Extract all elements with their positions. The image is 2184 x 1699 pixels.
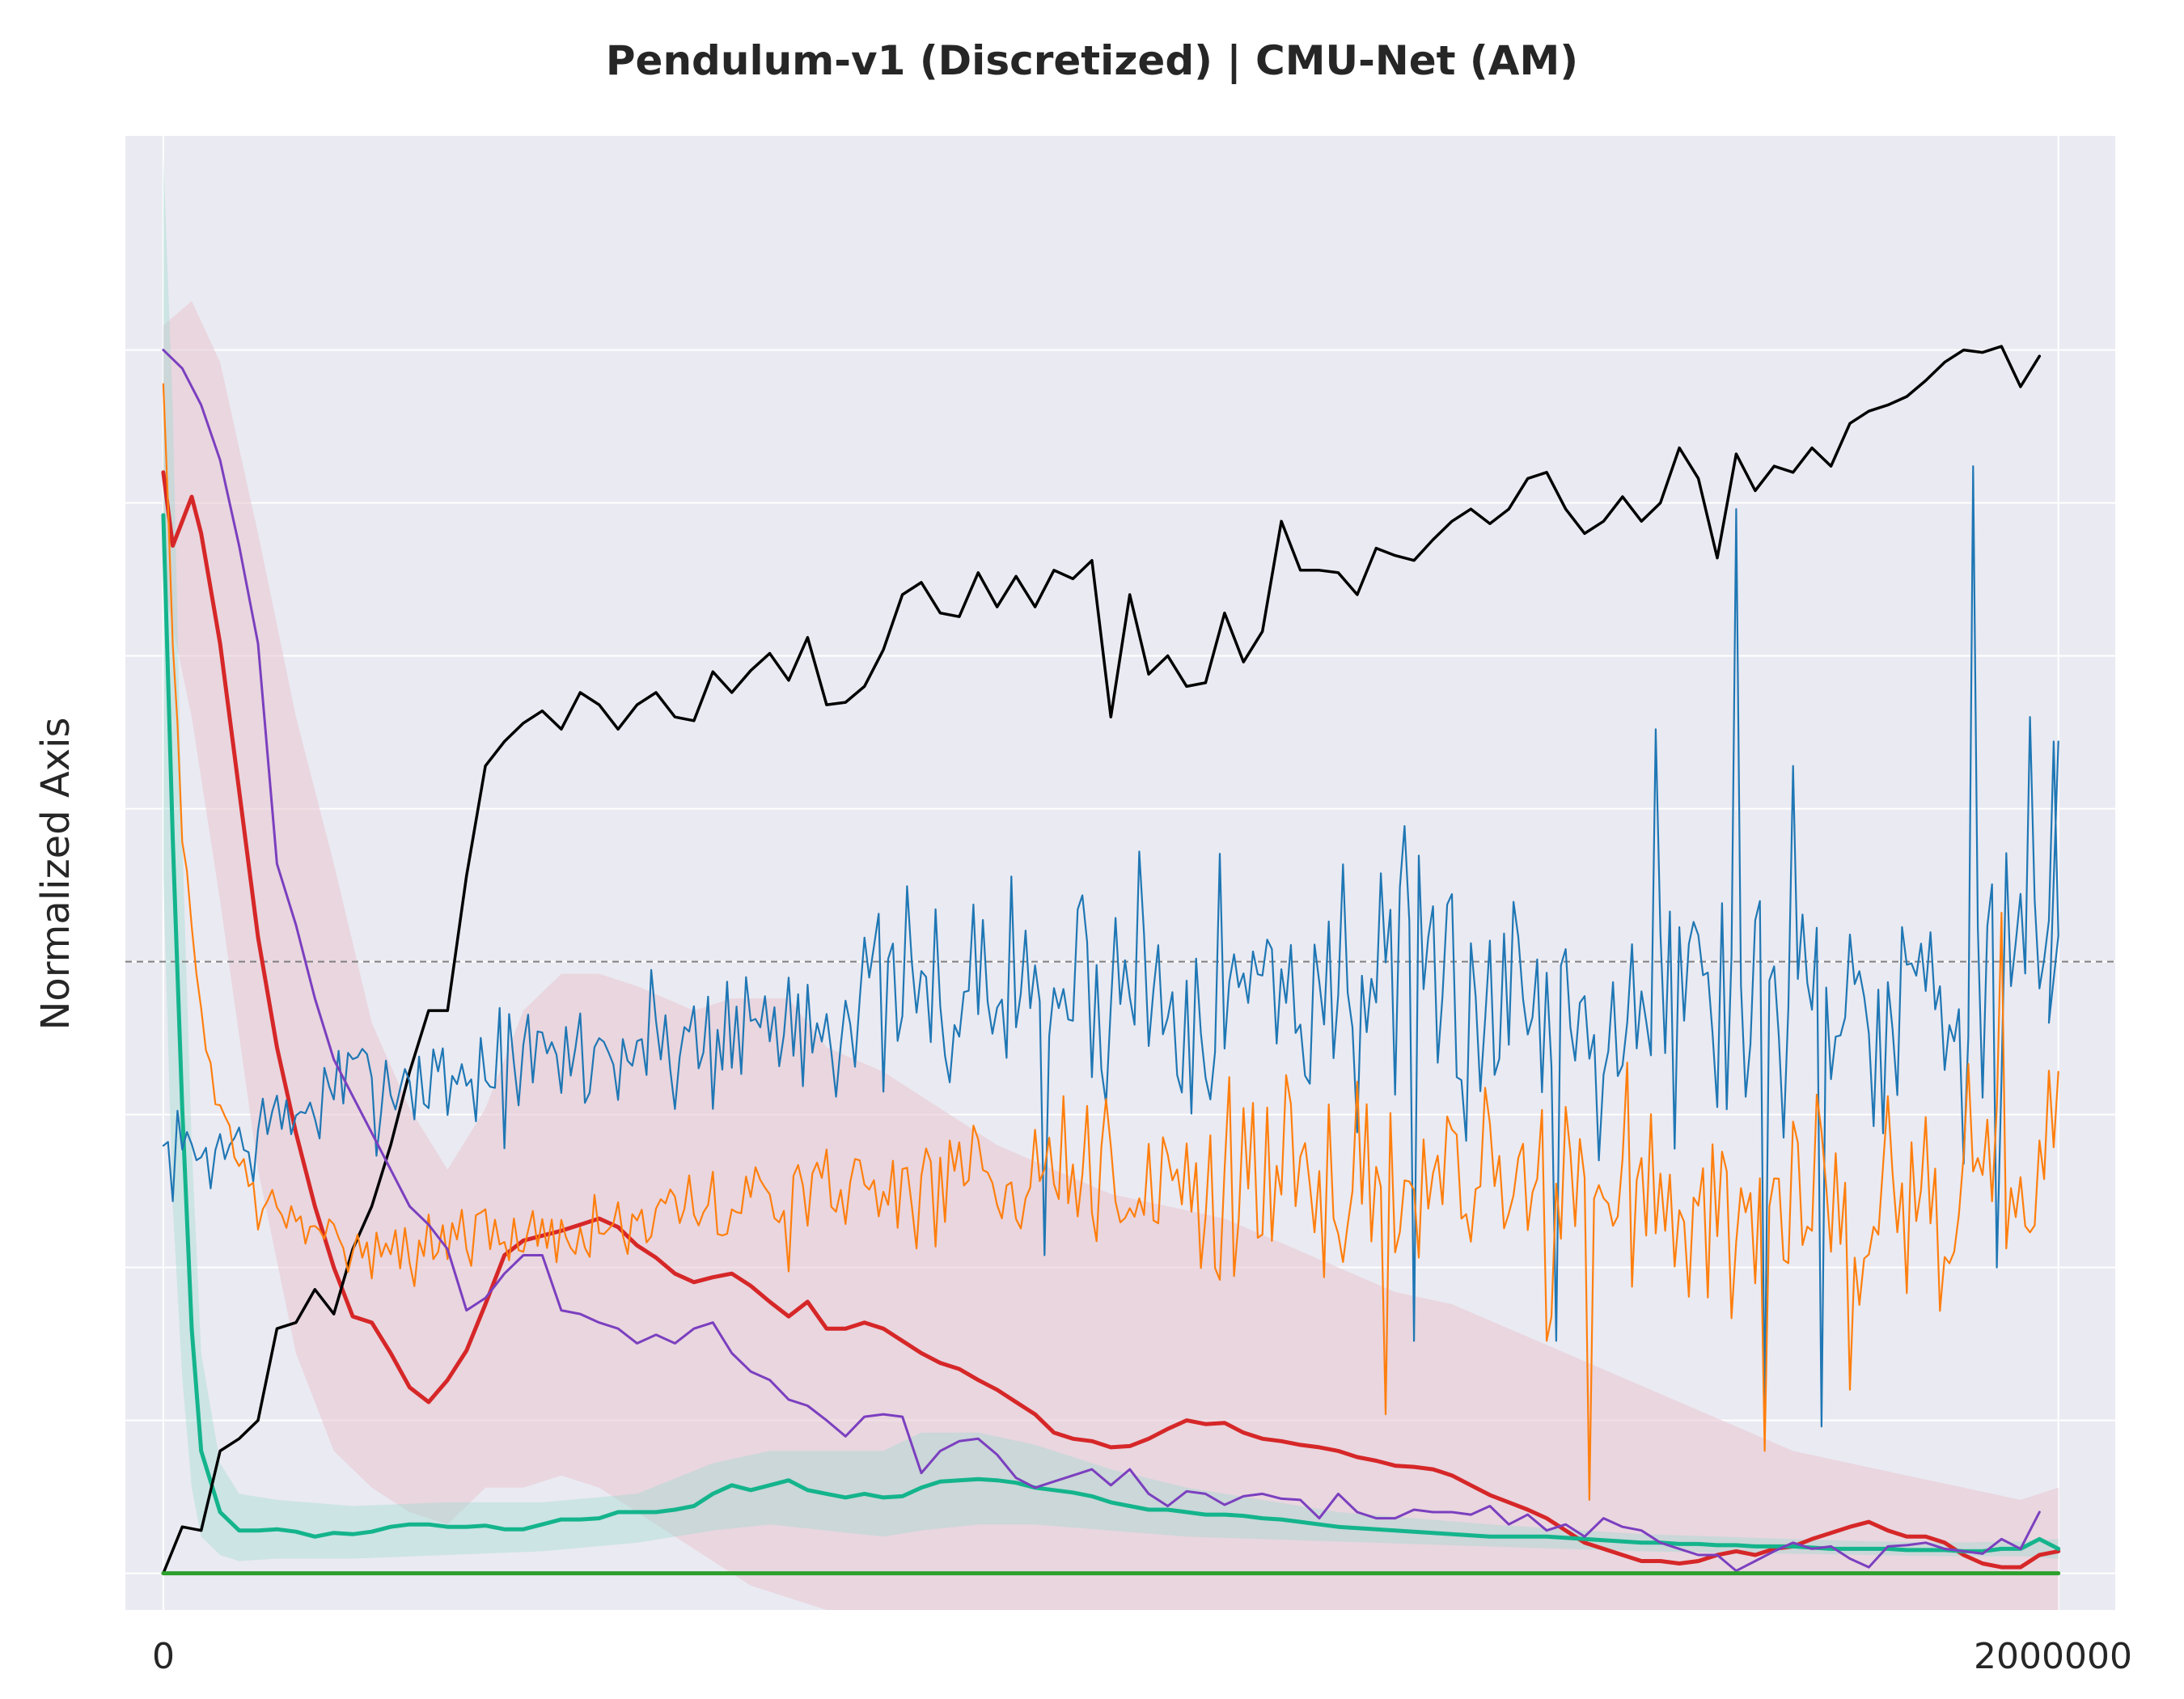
x-tick-label-0: 0 — [152, 1636, 175, 1677]
series-line-3 — [162, 349, 2041, 1573]
x-tick-label-1: 2000000 — [1974, 1636, 2132, 1677]
series-line-1 — [162, 465, 2059, 1428]
series-lines — [161, 345, 2061, 1576]
series-line-2 — [162, 383, 2059, 1501]
chart-title: Pendulum-v1 (Discretized) | CMU-Net (AM) — [606, 37, 1578, 84]
y-axis-label: Normalized Axis — [33, 717, 78, 1030]
series-line-0 — [162, 345, 2042, 1575]
confidence-bands — [163, 154, 2059, 1611]
series-band-4 — [163, 301, 2059, 1611]
series-line-5 — [161, 513, 2061, 1553]
series-line-4 — [161, 470, 2061, 1570]
